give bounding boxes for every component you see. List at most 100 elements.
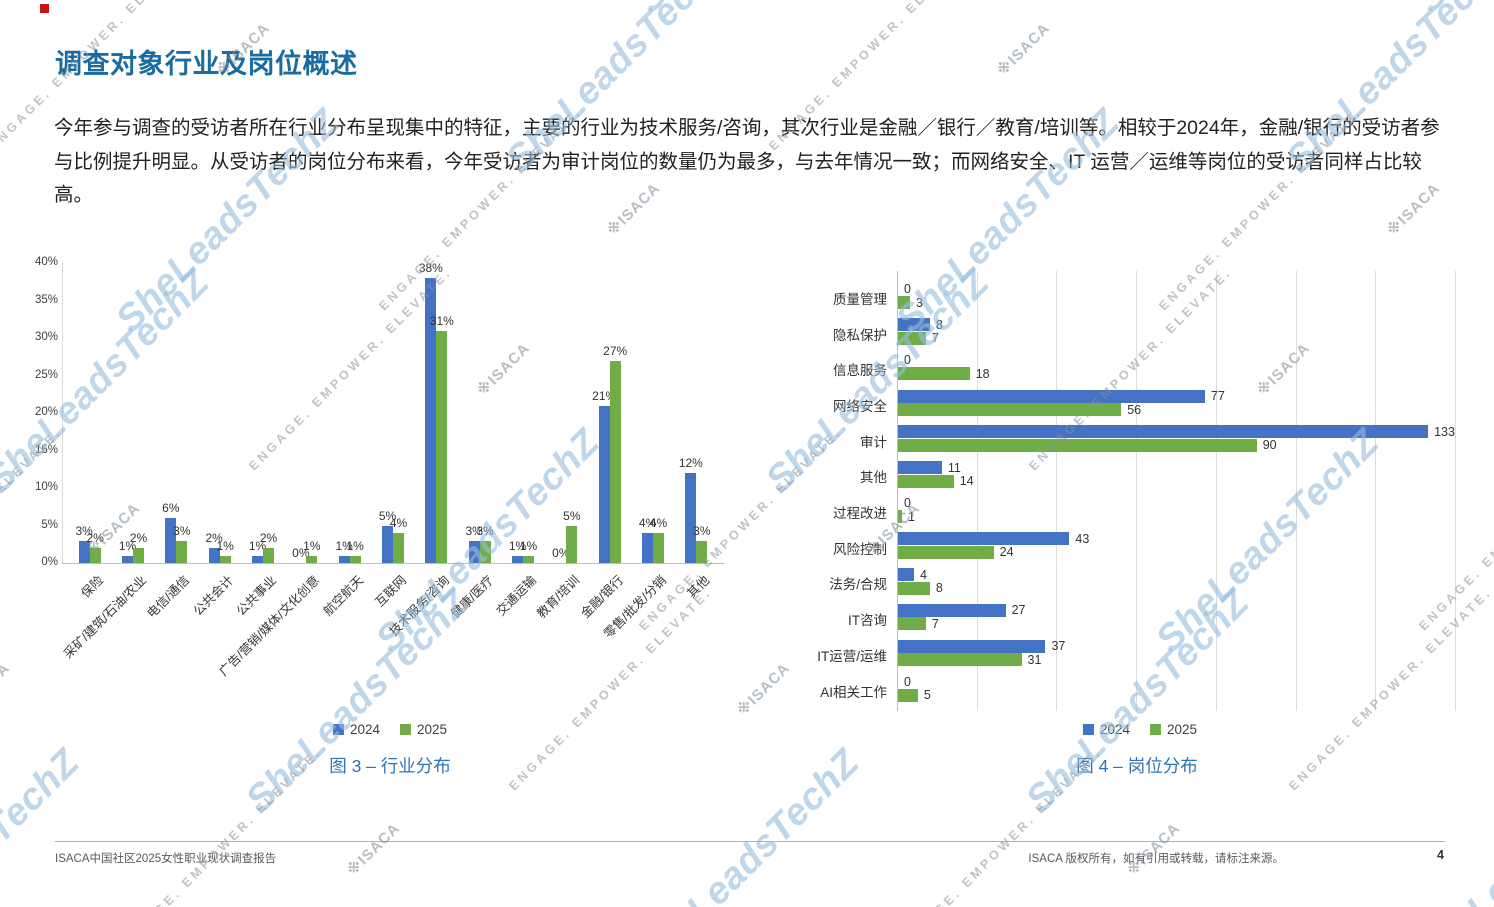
value-label: 4% bbox=[649, 516, 668, 530]
bar-2024 bbox=[898, 532, 1070, 546]
corner-accent-square bbox=[40, 4, 49, 13]
bar-2024 bbox=[685, 473, 697, 563]
category-label-text: 教育/培训 bbox=[534, 573, 583, 621]
gridline bbox=[1375, 271, 1377, 712]
bar-2024 bbox=[898, 461, 942, 474]
category-label: 质量管理 bbox=[833, 291, 887, 307]
value-label: 5% bbox=[563, 508, 581, 523]
bar-2024 bbox=[425, 278, 437, 563]
value-label: 3 bbox=[915, 295, 923, 310]
footer-report-title: ISACA中国社区2025女性职业现状调查报告 bbox=[55, 853, 277, 865]
bar-2025 bbox=[898, 296, 910, 309]
value-label: 3% bbox=[476, 523, 494, 538]
bar-2025 bbox=[609, 360, 621, 563]
value-label: 3% bbox=[465, 523, 483, 538]
value-label: 0 bbox=[904, 353, 911, 368]
y-tick-label: 5% bbox=[41, 518, 58, 531]
value-label: 4% bbox=[638, 516, 657, 530]
bar-2025 bbox=[653, 533, 664, 563]
bar-2025 bbox=[898, 367, 970, 381]
value-label: 7 bbox=[931, 331, 939, 346]
y-tick-label: 10% bbox=[34, 481, 58, 493]
value-label: 5% bbox=[378, 508, 397, 523]
footer-divider bbox=[55, 841, 1445, 842]
value-label: 77 bbox=[1210, 389, 1225, 404]
bar-2025 bbox=[898, 617, 926, 631]
page-number: 4 bbox=[1437, 848, 1444, 862]
legend-item-2024: 2024 bbox=[1082, 722, 1130, 737]
value-label: 1% bbox=[216, 538, 234, 553]
value-label: 90 bbox=[1262, 438, 1277, 453]
bar-2025 bbox=[898, 510, 902, 524]
value-label: 1% bbox=[303, 538, 321, 553]
footer-copyright: ISACA 版权所有，如有引用或转载，请标注来源。 bbox=[1028, 853, 1284, 865]
bar-2024 bbox=[642, 533, 653, 563]
gridline bbox=[1455, 271, 1456, 712]
category-label: 隐私保护 bbox=[833, 327, 887, 343]
bar-2025 bbox=[898, 653, 1022, 666]
category-label: IT咨询 bbox=[848, 613, 887, 629]
value-label: 133 bbox=[1434, 424, 1455, 439]
bar-2025 bbox=[306, 555, 318, 563]
bar-2024 bbox=[898, 639, 1046, 653]
industry-legend: 2024 2025 bbox=[332, 722, 447, 737]
value-label: 1% bbox=[248, 538, 267, 553]
value-label: 1% bbox=[118, 538, 137, 553]
y-tick-label: 35% bbox=[34, 293, 58, 306]
bar-2024 bbox=[78, 540, 90, 563]
bar-2024 bbox=[898, 603, 1006, 617]
value-label: 37 bbox=[1051, 639, 1066, 653]
gridline bbox=[1215, 271, 1217, 712]
value-label: 3% bbox=[693, 523, 711, 538]
page-title: 调查对象行业及岗位概述 bbox=[55, 49, 358, 79]
bar-2025 bbox=[393, 533, 404, 563]
y-tick-label: 15% bbox=[34, 443, 58, 456]
y-tick-label: 40% bbox=[34, 256, 58, 268]
bar-2025 bbox=[898, 331, 926, 345]
bar-2025 bbox=[696, 540, 708, 563]
bar-2025 bbox=[898, 688, 918, 702]
value-label: 31 bbox=[1027, 652, 1042, 667]
category-label: 法务/合规 bbox=[829, 577, 887, 593]
value-label: 1% bbox=[519, 538, 538, 553]
bar-2025 bbox=[479, 540, 491, 563]
gridline bbox=[976, 271, 978, 712]
value-label: 6% bbox=[162, 501, 180, 515]
bar-2024 bbox=[598, 405, 610, 563]
bar-2025 bbox=[349, 555, 361, 563]
value-label: 1% bbox=[335, 538, 353, 553]
bar-2024 bbox=[252, 555, 263, 563]
value-label: 7 bbox=[931, 616, 939, 631]
legend-label: 2024 bbox=[1099, 722, 1130, 737]
category-label-text: 交通运输 bbox=[493, 573, 540, 619]
y-axis bbox=[62, 263, 63, 563]
category-label-text: 电信/通信 bbox=[144, 573, 193, 621]
category-label-text: 其他 bbox=[684, 573, 713, 601]
legend-label: 2025 bbox=[1167, 722, 1198, 737]
value-label: 38% bbox=[418, 261, 443, 275]
bar-2025 bbox=[898, 403, 1122, 417]
figure3-caption: 图 3 – 行业分布 bbox=[329, 756, 451, 776]
category-label-text: 航空航天 bbox=[320, 573, 366, 619]
value-label: 12% bbox=[678, 456, 703, 470]
bar-2024 bbox=[898, 568, 914, 582]
bar-2025 bbox=[219, 555, 231, 563]
gridline bbox=[1056, 271, 1058, 712]
value-label: 2% bbox=[129, 531, 148, 545]
bar-2025 bbox=[523, 555, 534, 563]
legend-swatch-2025 bbox=[1150, 724, 1161, 735]
category-label: 风险控制 bbox=[833, 541, 887, 557]
value-label: 8 bbox=[935, 317, 943, 332]
value-label: 31% bbox=[429, 313, 454, 328]
value-label: 3% bbox=[75, 523, 93, 538]
bar-2025 bbox=[436, 330, 448, 563]
legend-item-2025: 2025 bbox=[1150, 722, 1197, 737]
category-label: 网络安全 bbox=[833, 398, 887, 414]
bar-2024 bbox=[208, 548, 220, 563]
y-axis bbox=[897, 271, 898, 712]
bar-2025 bbox=[566, 525, 578, 563]
value-label: 43 bbox=[1075, 531, 1090, 546]
value-label: 27 bbox=[1011, 603, 1026, 618]
